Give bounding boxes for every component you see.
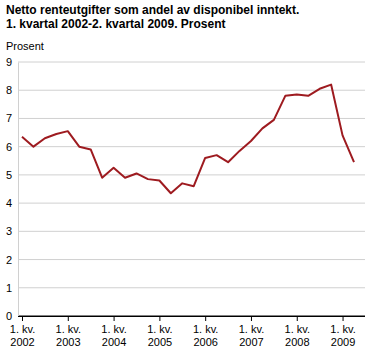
grid-line bbox=[18, 287, 365, 288]
x-tick-label-line: 1. kv. bbox=[193, 323, 218, 335]
y-tick: 2 bbox=[6, 254, 18, 266]
x-tick-label: 1. kv.2004 bbox=[101, 323, 126, 348]
x-tick-label: 1. kv.2007 bbox=[239, 323, 264, 348]
y-tick-label: 3 bbox=[6, 225, 12, 237]
x-tick-label-line: 1. kv. bbox=[56, 323, 81, 335]
y-tick: 8 bbox=[6, 84, 18, 96]
x-tick-mark bbox=[343, 316, 344, 321]
x-tick-label-line: 2003 bbox=[56, 336, 80, 348]
x-tick: 1. kv.2002 bbox=[10, 316, 35, 348]
x-tick: 1. kv.2003 bbox=[56, 316, 81, 348]
x-tick: 1. kv.2007 bbox=[239, 316, 264, 348]
grid-line bbox=[18, 118, 365, 119]
x-tick: 1. kv.2008 bbox=[285, 316, 310, 348]
x-tick-label-line: 2009 bbox=[331, 336, 355, 348]
x-tick: 1. kv.2004 bbox=[101, 316, 126, 348]
y-tick: 4 bbox=[6, 197, 18, 209]
y-tick-label: 0 bbox=[6, 310, 12, 322]
y-tick-label: 9 bbox=[6, 56, 12, 68]
grid-line bbox=[18, 316, 365, 317]
x-tick-mark bbox=[68, 316, 69, 321]
y-axis: 0 1 2 3 4 5 6 7 8 9 bbox=[6, 56, 19, 322]
x-tick-label-line: 2002 bbox=[10, 336, 34, 348]
subtitle: 1. kvartal 2002-2. kvartal 2009. Prosent bbox=[6, 17, 225, 31]
y-tick-label: 1 bbox=[6, 282, 12, 294]
x-tick-label-line: 2004 bbox=[102, 336, 126, 348]
grid-line bbox=[18, 62, 365, 63]
x-axis-line bbox=[18, 316, 365, 317]
x-tick-mark bbox=[297, 316, 298, 321]
y-tick-label: 8 bbox=[6, 84, 12, 96]
x-tick: 1. kv.2005 bbox=[147, 316, 172, 348]
y-tick: 9 bbox=[6, 56, 18, 68]
x-tick-mark bbox=[114, 316, 115, 321]
x-tick-label: 1. kv.2009 bbox=[330, 323, 355, 348]
grid-line bbox=[18, 146, 365, 147]
y-tick-label: 6 bbox=[6, 141, 12, 153]
x-tick-label: 1. kv.2003 bbox=[56, 323, 81, 348]
title: Netto renteutgifter som andel av disponi… bbox=[6, 3, 299, 17]
grid-line bbox=[18, 259, 365, 260]
y-tick: 1 bbox=[6, 282, 18, 294]
x-tick-label: 1. kv.2002 bbox=[10, 323, 35, 348]
x-tick-label-line: 1. kv. bbox=[285, 323, 310, 335]
x-tick-label-line: 2008 bbox=[285, 336, 309, 348]
x-tick-label-line: 1. kv. bbox=[101, 323, 126, 335]
y-tick-label: 5 bbox=[6, 169, 12, 181]
grid-line bbox=[18, 90, 365, 91]
x-tick-label: 1. kv.2005 bbox=[147, 323, 172, 348]
y-tick: 7 bbox=[6, 112, 18, 124]
x-tick-label-line: 2006 bbox=[193, 336, 217, 348]
y-axis-line bbox=[18, 63, 19, 317]
x-tick: 1. kv.2006 bbox=[193, 316, 218, 348]
x-tick: 1. kv.2009 bbox=[330, 316, 355, 348]
grid-line bbox=[18, 203, 365, 204]
grid-line bbox=[18, 174, 365, 175]
x-tick-label-line: 1. kv. bbox=[147, 323, 172, 335]
x-axis: 1. kv.20021. kv.20031. kv.20041. kv.2005… bbox=[10, 316, 365, 348]
chart: Netto renteutgifter som andel av disponi… bbox=[0, 0, 368, 350]
x-tick-label-line: 1. kv. bbox=[239, 323, 264, 335]
y-axis-title: Prosent bbox=[6, 40, 44, 52]
y-tick: 5 bbox=[6, 169, 18, 181]
plot bbox=[22, 85, 354, 194]
x-tick-label-line: 2007 bbox=[239, 336, 263, 348]
x-tick-label: 1. kv.2008 bbox=[285, 323, 310, 348]
x-tick-label: 1. kv.2006 bbox=[193, 323, 218, 348]
y-tick-label: 2 bbox=[6, 254, 12, 266]
grid bbox=[18, 62, 365, 316]
y-tick: 6 bbox=[6, 141, 18, 153]
y-tick-label: 7 bbox=[6, 112, 12, 124]
x-tick-mark bbox=[251, 316, 252, 321]
y-tick: 3 bbox=[6, 225, 18, 237]
y-tick-label: 4 bbox=[6, 197, 12, 209]
x-tick-mark bbox=[205, 316, 206, 321]
x-tick-label-line: 1. kv. bbox=[10, 323, 35, 335]
x-tick-mark bbox=[22, 316, 23, 321]
y-tick: 0 bbox=[6, 310, 18, 322]
x-tick-label-line: 2005 bbox=[148, 336, 172, 348]
line bbox=[22, 85, 354, 194]
x-tick-mark bbox=[159, 316, 160, 321]
grid-line bbox=[18, 231, 365, 232]
x-tick-label-line: 1. kv. bbox=[330, 323, 355, 335]
